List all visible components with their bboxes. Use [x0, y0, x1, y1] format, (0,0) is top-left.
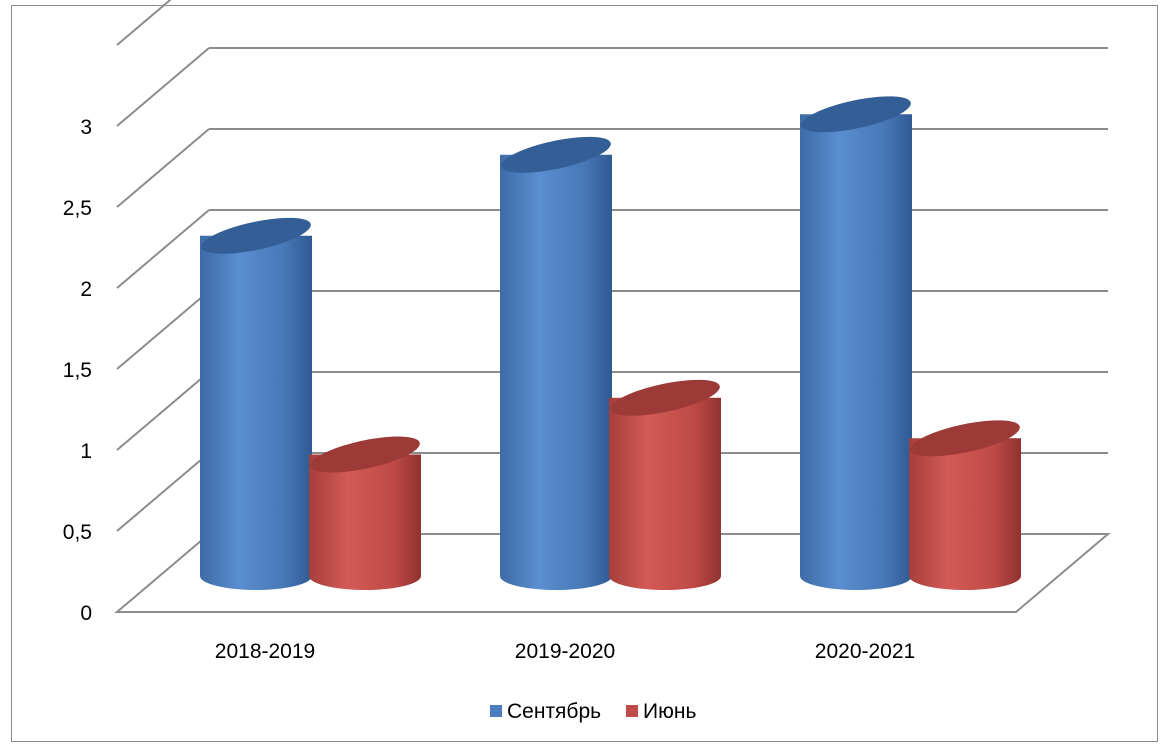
floor-plane [114, 533, 1111, 613]
legend-label-series-1: Сентябрь [507, 700, 601, 723]
gridline-side [116, 452, 210, 532]
bar-body [309, 454, 421, 590]
legend: Сентябрь Июнь [490, 700, 696, 723]
y-tick-label: 1,5 [63, 359, 92, 382]
gridline-side [116, 0, 172, 46]
bar-body [800, 114, 912, 591]
bar-body [609, 397, 721, 590]
gridline-side [116, 128, 210, 208]
y-tick-label: 3 [80, 116, 92, 139]
y-tick-label: 2 [80, 278, 92, 301]
legend-swatch-series-2 [626, 705, 638, 717]
bar-top [310, 436, 420, 473]
y-tick-label: 0 [80, 602, 92, 625]
gridline-side [116, 47, 210, 127]
bar-top [501, 136, 611, 173]
grid-layer [114, 0, 1111, 613]
category-label: 2019-2020 [515, 640, 615, 663]
y-tick-label: 1 [80, 440, 92, 463]
bar-sentyabr-2019-2020 [500, 136, 612, 591]
category-labels: 2018-2019 2019-2020 2020-2021 [215, 640, 915, 663]
legend-label-series-2: Июнь [643, 700, 696, 723]
gridline-side [116, 209, 210, 289]
y-tick-label: 2,5 [63, 197, 92, 220]
bar-sentyabr-2018-2019 [200, 217, 312, 591]
bar-top [801, 96, 911, 133]
gridline-side [116, 290, 210, 370]
bar-body [200, 235, 312, 591]
y-tick-label: 0,5 [63, 521, 92, 544]
category-label: 2018-2019 [215, 640, 315, 663]
bar-body [909, 438, 1021, 590]
category-label: 2020-2021 [815, 640, 915, 663]
bar-top [910, 420, 1020, 457]
bars-layer [200, 96, 1021, 591]
bar-iyun-2019-2020 [609, 379, 721, 590]
bar-top [610, 379, 720, 416]
bar-sentyabr-2020-2021 [800, 96, 912, 591]
axis-labels: 0 0,5 1 1,5 2 2,5 3 [63, 116, 92, 625]
gridline-side [116, 371, 210, 451]
legend-swatch-series-1 [490, 705, 502, 717]
bar-iyun-2020-2021 [909, 420, 1021, 590]
bar-iyun-2018-2019 [309, 436, 421, 590]
bar-top [201, 217, 311, 254]
bar-body [500, 154, 612, 591]
